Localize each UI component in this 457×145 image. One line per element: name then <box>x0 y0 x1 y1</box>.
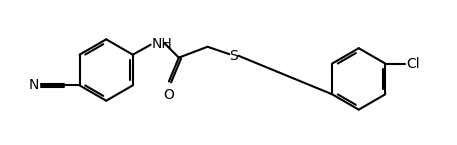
Text: N: N <box>29 78 39 92</box>
Text: O: O <box>164 88 175 102</box>
Text: NH: NH <box>152 37 172 51</box>
Text: Cl: Cl <box>406 57 420 71</box>
Text: S: S <box>229 49 238 63</box>
